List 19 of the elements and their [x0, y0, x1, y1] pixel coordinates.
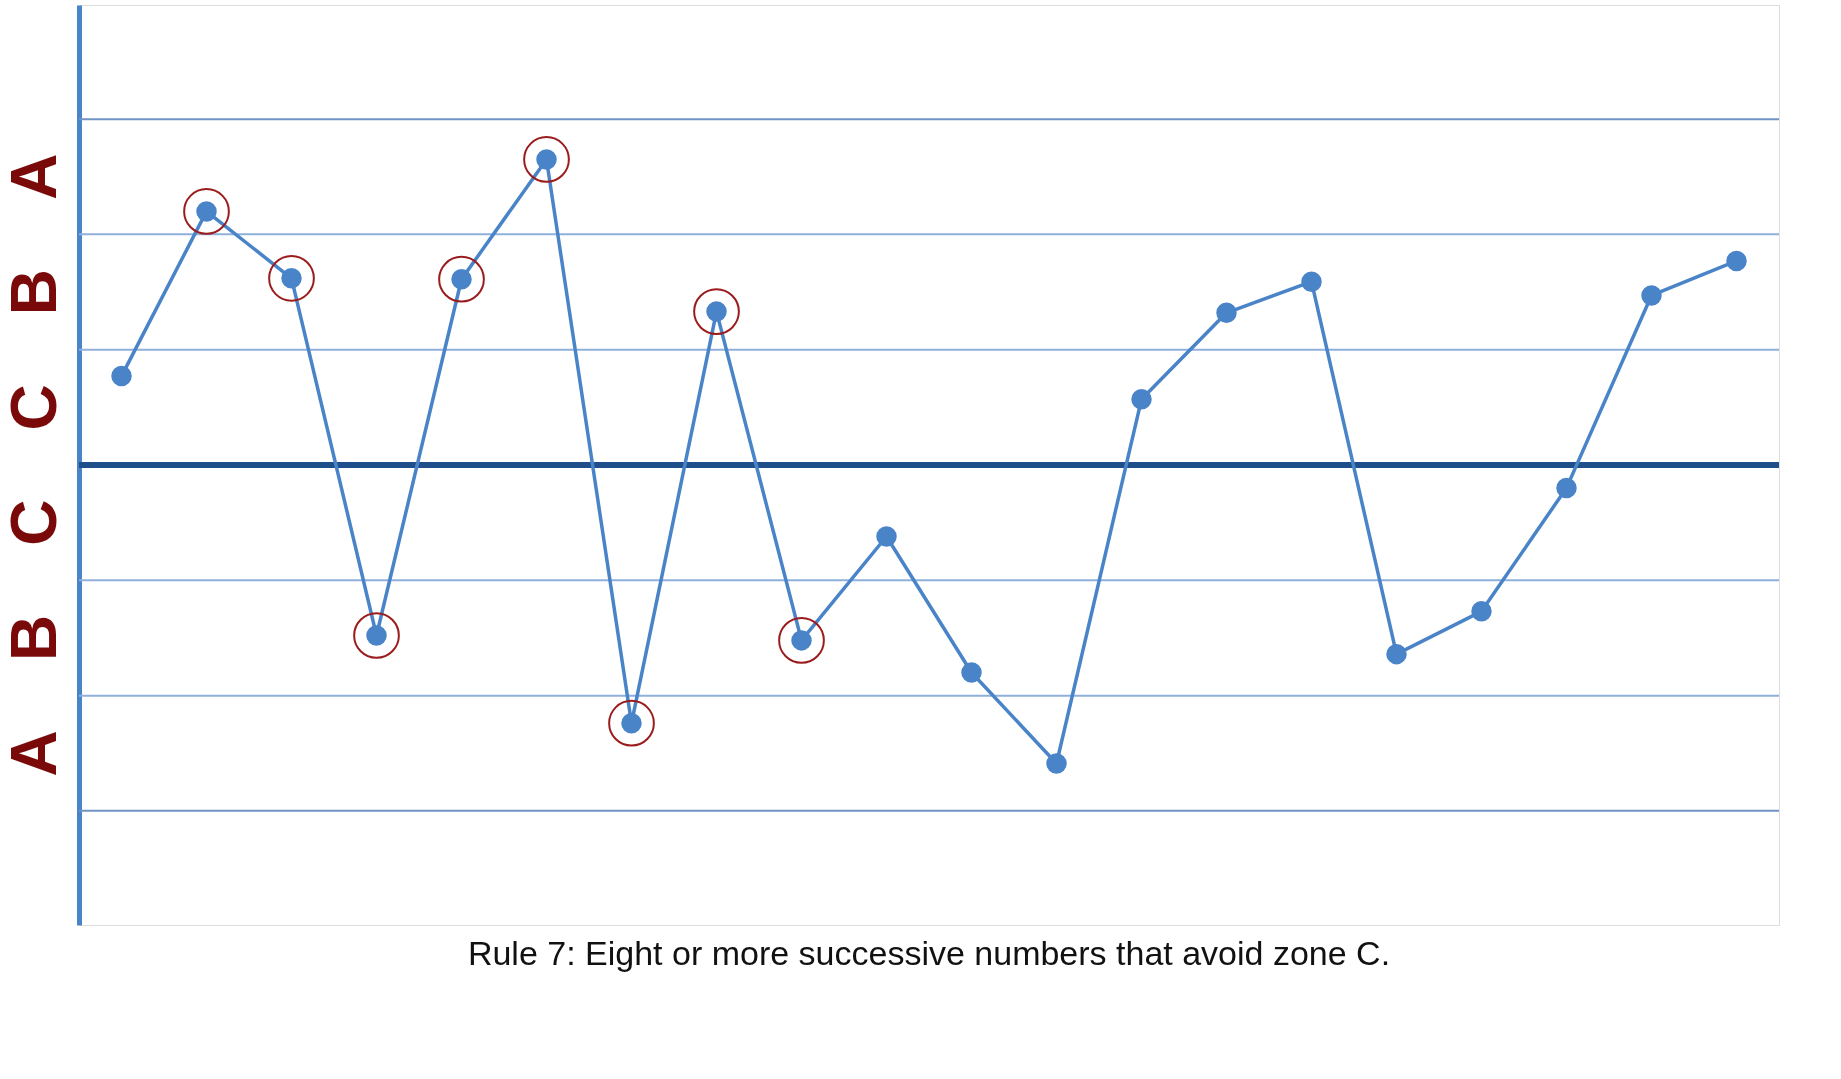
text: B: [0, 614, 70, 662]
point: [1641, 285, 1662, 306]
text: Rule 7: Eight or more successive numbers that avoid zone C.: [467, 933, 1391, 972]
point: [111, 365, 132, 387]
point: [1726, 250, 1747, 272]
text: C: [0, 384, 70, 431]
point: [876, 526, 897, 547]
point: [1131, 389, 1152, 410]
point: [1216, 302, 1237, 324]
point: [961, 662, 982, 683]
point: [1386, 643, 1407, 665]
text: A: [0, 153, 70, 200]
text: A: [0, 730, 70, 777]
text: C: [0, 499, 70, 546]
point: [1301, 271, 1322, 292]
point: [1046, 753, 1067, 774]
point: [1471, 601, 1492, 622]
text: B: [0, 268, 70, 316]
point: [1556, 477, 1577, 499]
